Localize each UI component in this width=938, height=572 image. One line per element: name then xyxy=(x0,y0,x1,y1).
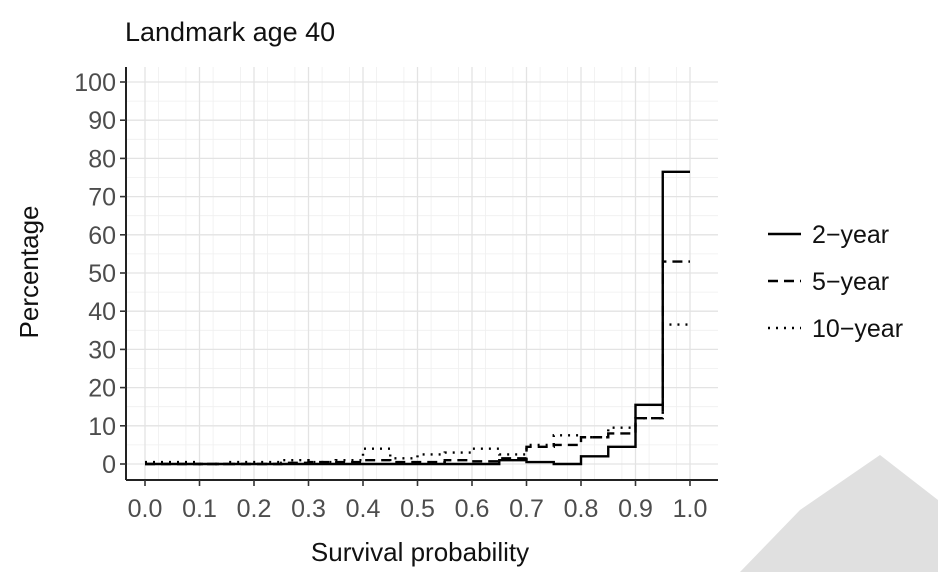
y-axis-label: Percentage xyxy=(14,206,44,339)
grid xyxy=(126,67,718,480)
x-tick-labels: 0.0 0.1 0.2 0.3 0.4 0.5 0.6 0.7 0.8 0.9 1.0 xyxy=(128,495,708,523)
x-tick-label: 0.1 xyxy=(182,495,217,523)
legend-label-2: 10−year xyxy=(812,315,903,343)
x-tick-label: 0.8 xyxy=(564,495,599,523)
y-tick-label: 50 xyxy=(88,260,116,288)
x-tick-label: 0.0 xyxy=(128,495,163,523)
y-tick-label: 0 xyxy=(102,451,116,479)
x-tick-label: 0.4 xyxy=(346,495,381,523)
x-tick-label: 0.3 xyxy=(291,495,326,523)
x-tick-label: 0.2 xyxy=(237,495,272,523)
legend-label-1: 5−year xyxy=(812,268,889,296)
y-tick-label: 40 xyxy=(88,298,116,326)
series-line-2 xyxy=(145,323,690,466)
x-tick-label: 1.0 xyxy=(673,495,708,523)
y-tick-label: 60 xyxy=(88,222,116,250)
y-tick-label: 30 xyxy=(88,336,116,364)
y-tick-label: 90 xyxy=(88,107,116,135)
legend-label-0: 2−year xyxy=(812,221,889,249)
y-tick-label: 80 xyxy=(88,145,116,173)
series-line-0 xyxy=(145,170,690,466)
x-tick-label: 0.9 xyxy=(618,495,653,523)
chart-title: Landmark age 40 xyxy=(125,17,335,47)
x-tick-label: 0.6 xyxy=(455,495,490,523)
y-tick-label: 10 xyxy=(88,413,116,441)
x-axis-label: Survival probability xyxy=(311,537,529,567)
y-tick-label: 20 xyxy=(88,375,116,403)
y-tick-label: 70 xyxy=(88,184,116,212)
axes xyxy=(120,67,718,486)
series-layer xyxy=(145,170,690,466)
series-line-1 xyxy=(145,260,690,466)
y-tick-label: 100 xyxy=(74,69,116,97)
watermark-shape xyxy=(740,455,938,572)
x-tick-label: 0.7 xyxy=(509,495,544,523)
legend: 2−year 5−year 10−year xyxy=(768,221,903,343)
x-tick-label: 0.5 xyxy=(400,495,435,523)
y-tick-labels: 0 10 20 30 40 50 60 70 80 90 100 xyxy=(74,69,116,479)
